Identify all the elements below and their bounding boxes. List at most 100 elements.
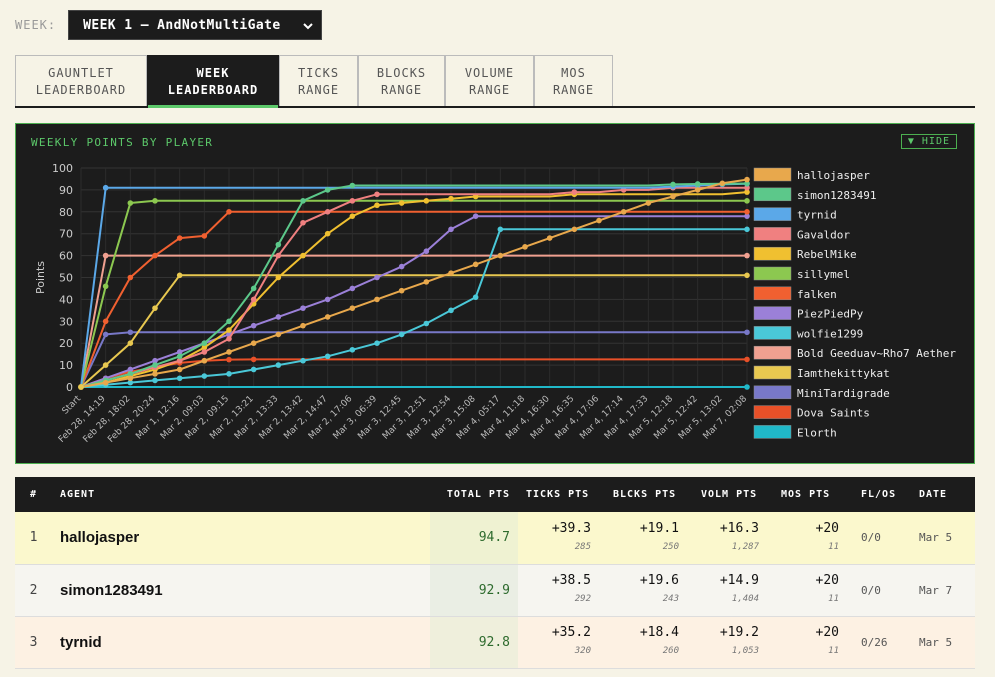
- blocks-pts-value: +18.4: [639, 625, 679, 640]
- series-point: [176, 349, 183, 355]
- col-agent-header[interactable]: AGENT: [52, 477, 430, 512]
- y-tick-label: 100: [52, 162, 73, 175]
- tab-label-line2: RANGE: [297, 83, 340, 97]
- legend-label: Gavaldor: [797, 228, 850, 241]
- series-point: [374, 191, 380, 198]
- series-point: [349, 285, 356, 292]
- series-point: [472, 261, 479, 268]
- ticks-pts-sub: 292: [574, 594, 591, 604]
- legend-label: MiniTardigrade: [797, 387, 890, 400]
- col-blocks-header[interactable]: BLCKS PTS: [605, 477, 693, 512]
- series-point: [226, 356, 232, 363]
- series-point: [176, 235, 183, 241]
- col-volume-header[interactable]: VOLM PTS: [693, 477, 773, 512]
- week-selector-bar: WEEK: WEEK 1 — AndNotMultiGate: [15, 10, 323, 40]
- legend-swatch: [753, 425, 792, 439]
- series-point: [275, 331, 282, 338]
- series-point: [201, 344, 208, 351]
- col-ticks-header[interactable]: TICKS PTS: [518, 477, 605, 512]
- legend-swatch: [753, 286, 792, 301]
- tab-label-line1: TICKS: [297, 66, 340, 80]
- mos-pts-value: +20: [815, 625, 839, 640]
- series-point: [152, 377, 158, 384]
- col-date-header[interactable]: DATE: [911, 477, 975, 512]
- series-point: [300, 198, 306, 204]
- mos-pts-sub: 11: [828, 594, 839, 604]
- series-line: [80, 191, 748, 388]
- legend-label: tyrnid: [797, 209, 837, 222]
- tab-label-line1: BLOCKS: [376, 66, 427, 80]
- series-point: [448, 270, 454, 276]
- series-point: [176, 272, 183, 279]
- series-point: [275, 252, 282, 259]
- series-point: [201, 357, 208, 364]
- series-point: [744, 209, 750, 215]
- series-point: [226, 336, 232, 342]
- series-point: [423, 320, 430, 327]
- ticks-pts-cell: +38.5 292: [518, 564, 605, 617]
- series-point: [176, 357, 183, 364]
- week-label: WEEK:: [15, 18, 57, 32]
- volume-pts-cell: +14.9 1,404: [693, 564, 773, 617]
- series-point: [744, 329, 750, 336]
- table-row[interactable]: 3 tyrnid 92.8 +35.2 320 +18.4 260 +19.2 1,0…: [15, 616, 975, 669]
- series-point: [275, 314, 282, 320]
- legend-swatch: [753, 326, 792, 340]
- series-point: [250, 322, 257, 329]
- chart-panel: 0 10 20 30 40 50 60 70 80 90 100 Start Feb 28, 14:19…: [15, 123, 975, 464]
- tab-label-line1: MOS: [561, 66, 586, 80]
- tab-week-leaderboard[interactable]: WEEK LEADERBOARD: [147, 55, 279, 108]
- table-row[interactable]: 1 hallojasper 94.7 +39.3 285 +19.1 250 +16…: [15, 512, 975, 565]
- series-point: [300, 305, 306, 311]
- col-flos-header[interactable]: FL/OS: [853, 477, 911, 512]
- series-point: [349, 198, 356, 204]
- hide-chart-button[interactable]: ▼ HIDE: [900, 134, 957, 149]
- col-total-header[interactable]: TOTAL PTS: [430, 477, 518, 512]
- col-rank-header[interactable]: #: [15, 477, 52, 512]
- legend-label: Elorth: [797, 426, 837, 439]
- series-point: [349, 213, 356, 219]
- series-point: [226, 371, 232, 377]
- series-point: [226, 209, 232, 215]
- leaderboard-table: # AGENT TOTAL PTS TICKS PTS BLCKS PTS VO…: [15, 477, 975, 669]
- col-mos-header[interactable]: MOS PTS: [773, 477, 853, 512]
- blocks-pts-cell: +19.6 243: [605, 564, 693, 617]
- blocks-pts-value: +19.1: [639, 520, 679, 536]
- series-point: [349, 182, 356, 189]
- week-select[interactable]: WEEK 1 — AndNotMultiGate: [68, 10, 323, 40]
- series-point: [546, 235, 553, 241]
- series-point: [176, 375, 183, 382]
- series-point: [497, 226, 504, 233]
- y-tick-label: 90: [59, 184, 73, 197]
- series-line: [80, 182, 748, 388]
- tab-gauntlet-leaderboard[interactable]: GAUNTLET LEADERBOARD: [15, 55, 147, 106]
- tab-blocks-range[interactable]: BLOCKS RANGE: [358, 55, 445, 106]
- series-point: [374, 340, 380, 346]
- series-point: [102, 331, 109, 338]
- x-tick-label: Start: [60, 394, 83, 417]
- tab-mos-range[interactable]: MOS RANGE: [534, 55, 613, 106]
- series-point: [275, 362, 282, 368]
- tab-volume-range[interactable]: VOLUME RANGE: [445, 55, 534, 106]
- series-line: [80, 178, 748, 388]
- series-point: [694, 181, 701, 187]
- series-point: [423, 248, 430, 255]
- y-tick-label: 30: [59, 315, 73, 328]
- series-point: [102, 379, 109, 386]
- table-row[interactable]: 2 simon1283491 92.9 +38.5 292 +19.6 243 +1…: [15, 564, 975, 617]
- series-line: [80, 199, 747, 388]
- series-point: [744, 176, 750, 183]
- series-point: [744, 189, 750, 195]
- series-point: [374, 202, 380, 209]
- series-point: [275, 241, 282, 248]
- series-point: [324, 314, 331, 320]
- tab-ticks-range[interactable]: TICKS RANGE: [279, 55, 358, 106]
- series-point: [398, 331, 405, 338]
- flos-cell: 0/0: [853, 564, 911, 617]
- volume-pts-sub: 1,404: [731, 594, 759, 604]
- total-pts-cell: 94.7: [430, 512, 518, 565]
- legend-label: Dova Saints: [797, 407, 870, 420]
- mos-pts-cell: +20 11: [773, 512, 853, 565]
- series-point: [250, 296, 257, 303]
- volume-pts-cell: +19.2 1,053: [693, 616, 773, 669]
